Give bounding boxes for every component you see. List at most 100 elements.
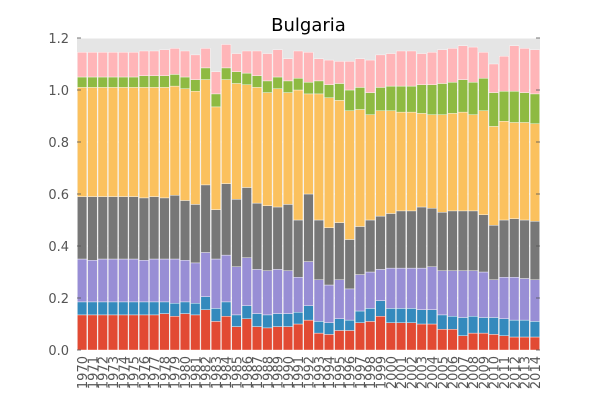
bar-segment — [77, 314, 88, 351]
bar-segment — [262, 270, 273, 316]
bar-segment — [519, 319, 530, 338]
bar-segment — [138, 314, 149, 351]
bar-segment — [128, 76, 139, 88]
bar-segment — [334, 100, 345, 223]
x-tick-label: 2012 — [508, 356, 523, 389]
bar-segment — [282, 58, 293, 82]
bar-segment — [509, 277, 520, 321]
bar-segment — [252, 75, 262, 88]
bar-segment — [282, 270, 293, 314]
bar-segment — [272, 76, 283, 89]
bar-segment — [396, 322, 407, 351]
bar-segment — [499, 318, 509, 336]
bar-segment — [509, 122, 520, 219]
bar-segment — [87, 87, 98, 197]
bar-segment — [355, 58, 365, 88]
bar-segment — [365, 271, 376, 309]
x-tick-label: 2007 — [457, 356, 472, 389]
bar-segment — [478, 78, 489, 112]
bar-segment — [427, 52, 437, 85]
bar-segment — [272, 88, 283, 208]
bar-segment — [437, 270, 448, 316]
bar-segment — [87, 314, 98, 351]
bar-segment — [159, 197, 170, 260]
bar-segment — [108, 196, 118, 260]
bar-segment — [488, 126, 499, 226]
bar-segment — [293, 323, 304, 351]
bar-segment — [231, 53, 242, 72]
bar-segment — [529, 279, 540, 322]
chart-title: Bulgaria — [271, 15, 346, 36]
bar-segment — [108, 314, 118, 351]
bar-segment — [313, 80, 324, 95]
bar-segment — [375, 215, 386, 270]
bar-segment — [282, 92, 293, 205]
bar-segment — [324, 84, 335, 99]
bar-segment — [529, 221, 540, 281]
bar-segment — [180, 200, 190, 261]
bar-segment — [262, 314, 273, 329]
bar-segment — [478, 317, 489, 334]
bar-segment — [344, 319, 355, 331]
bar-segment — [272, 326, 283, 351]
bar-segment — [416, 309, 427, 325]
bar-segment — [118, 196, 129, 260]
bar-segment — [149, 196, 160, 260]
bar-segment — [468, 210, 479, 271]
bar-segment — [478, 271, 489, 318]
bar-segment — [241, 50, 252, 74]
x-tick-label: 1991 — [292, 356, 307, 389]
bar-segment — [344, 110, 355, 240]
x-tick-label: 1977 — [148, 356, 163, 389]
bar-segment — [385, 308, 396, 323]
bar-segment — [355, 274, 365, 312]
bar-segment — [478, 52, 489, 79]
bar-segment — [210, 258, 221, 309]
bar-segment — [303, 93, 314, 195]
bar-segment — [108, 301, 118, 316]
x-tick-label: 2014 — [529, 356, 544, 389]
bar-segment — [447, 113, 458, 212]
x-tick-label: 1980 — [179, 356, 194, 389]
bar-segment — [427, 266, 437, 310]
bar-segment — [200, 309, 211, 351]
bar-segment — [128, 52, 139, 78]
x-tick-label: 2005 — [436, 356, 451, 389]
bar-segment — [180, 88, 190, 201]
bar-segment — [499, 335, 509, 351]
bar-segment — [447, 48, 458, 83]
bar-segment — [385, 85, 396, 111]
y-tick-label: 0.8 — [48, 136, 69, 151]
bar-segment — [149, 50, 160, 76]
x-tick-label: 2002 — [405, 356, 420, 389]
x-tick-label: 1993 — [313, 356, 328, 389]
x-tick-label: 1997 — [354, 356, 369, 389]
bar-segment — [437, 83, 448, 115]
bar-segment — [231, 83, 242, 200]
bar-segment — [128, 301, 139, 316]
bar-segment — [406, 50, 417, 87]
bar-segment — [200, 48, 211, 69]
bar-segment — [468, 332, 479, 351]
x-tick-label: 1971 — [86, 356, 101, 389]
bar-segment — [499, 219, 509, 278]
bar-segment — [457, 210, 468, 271]
bar-segment — [231, 198, 242, 267]
bar-segment — [499, 56, 509, 92]
bar-segment — [97, 76, 108, 88]
x-tick-label: 1970 — [76, 356, 91, 389]
bar-segment — [406, 111, 417, 212]
x-tick-label: 1998 — [364, 356, 379, 389]
x-tick-label: 1988 — [261, 356, 276, 389]
bar-segment — [437, 114, 448, 213]
bar-segment — [282, 204, 293, 271]
bar-segment — [241, 187, 252, 258]
bar-segment — [529, 49, 540, 95]
bar-segment — [519, 92, 530, 123]
bar-segment — [252, 202, 262, 270]
bar-segment — [334, 83, 345, 101]
bar-segment — [128, 196, 139, 260]
bar-segment — [385, 110, 396, 214]
x-tick-label: 1986 — [241, 356, 256, 389]
bar-segment — [87, 52, 98, 78]
